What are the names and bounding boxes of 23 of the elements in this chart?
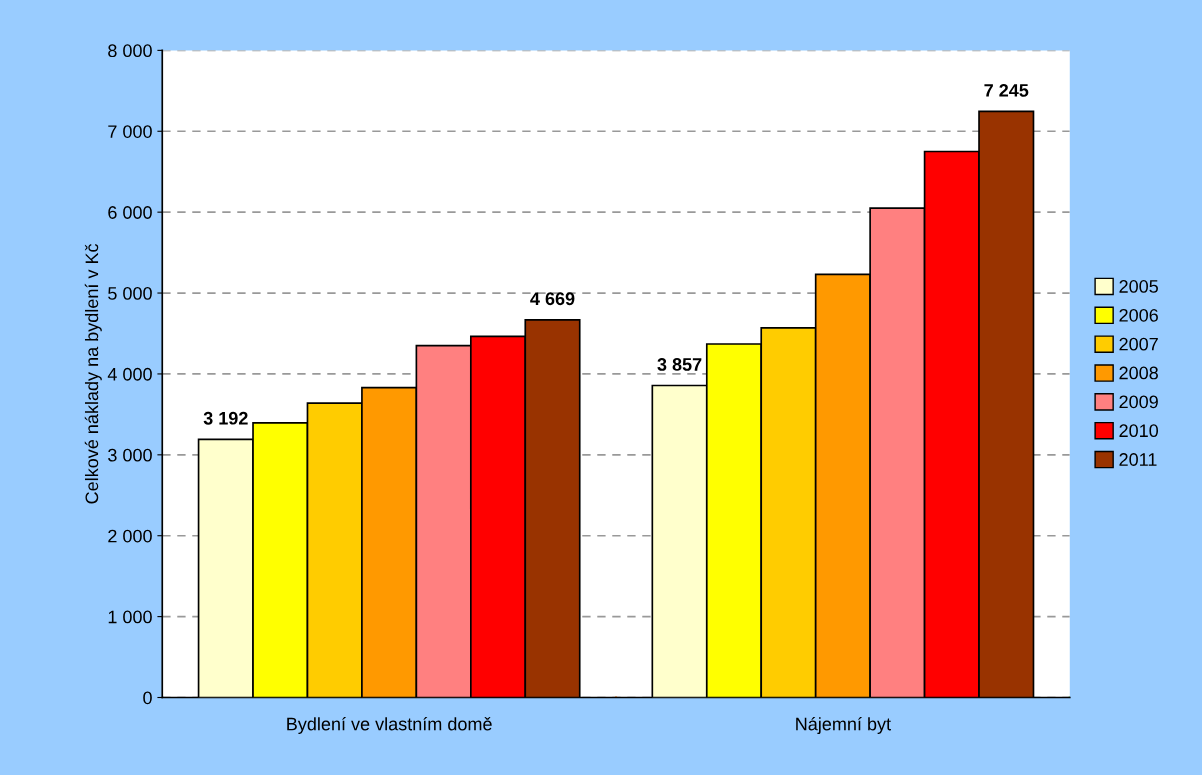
legend-label: 2009: [1119, 395, 1158, 409]
data-label: 3 192: [203, 411, 248, 425]
y-tick-label: 6 000: [108, 206, 152, 219]
y-tick-label: 0: [143, 691, 152, 705]
x-tick-label: Bydlení ve vlastním domě: [287, 716, 492, 734]
x-tick-label: Nájemní byt: [796, 716, 891, 734]
legend-label: 2010: [1119, 424, 1159, 438]
data-label: 7 245: [984, 83, 1029, 97]
y-tick-label: 2 000: [108, 529, 152, 543]
y-tick-label: 1 000: [108, 610, 152, 624]
y-tick-label: 8 000: [108, 44, 152, 58]
data-label: 3 857: [657, 358, 702, 371]
legend-label: 2007: [1119, 337, 1158, 351]
data-label: 4 669: [530, 292, 575, 306]
y-tick-label: 3 000: [108, 448, 152, 462]
y-tick-label: 4 000: [107, 367, 152, 381]
legend-label: 2011: [1119, 453, 1157, 466]
legend-label: 2008: [1119, 366, 1158, 380]
y-axis-title: Celkové náklady na bydlení v Kč: [84, 243, 102, 504]
y-tick-label: 7 000: [108, 125, 152, 138]
legend-label: 2005: [1119, 280, 1158, 293]
y-tick-label: 5 000: [108, 286, 152, 300]
legend-label: 2006: [1119, 308, 1158, 322]
